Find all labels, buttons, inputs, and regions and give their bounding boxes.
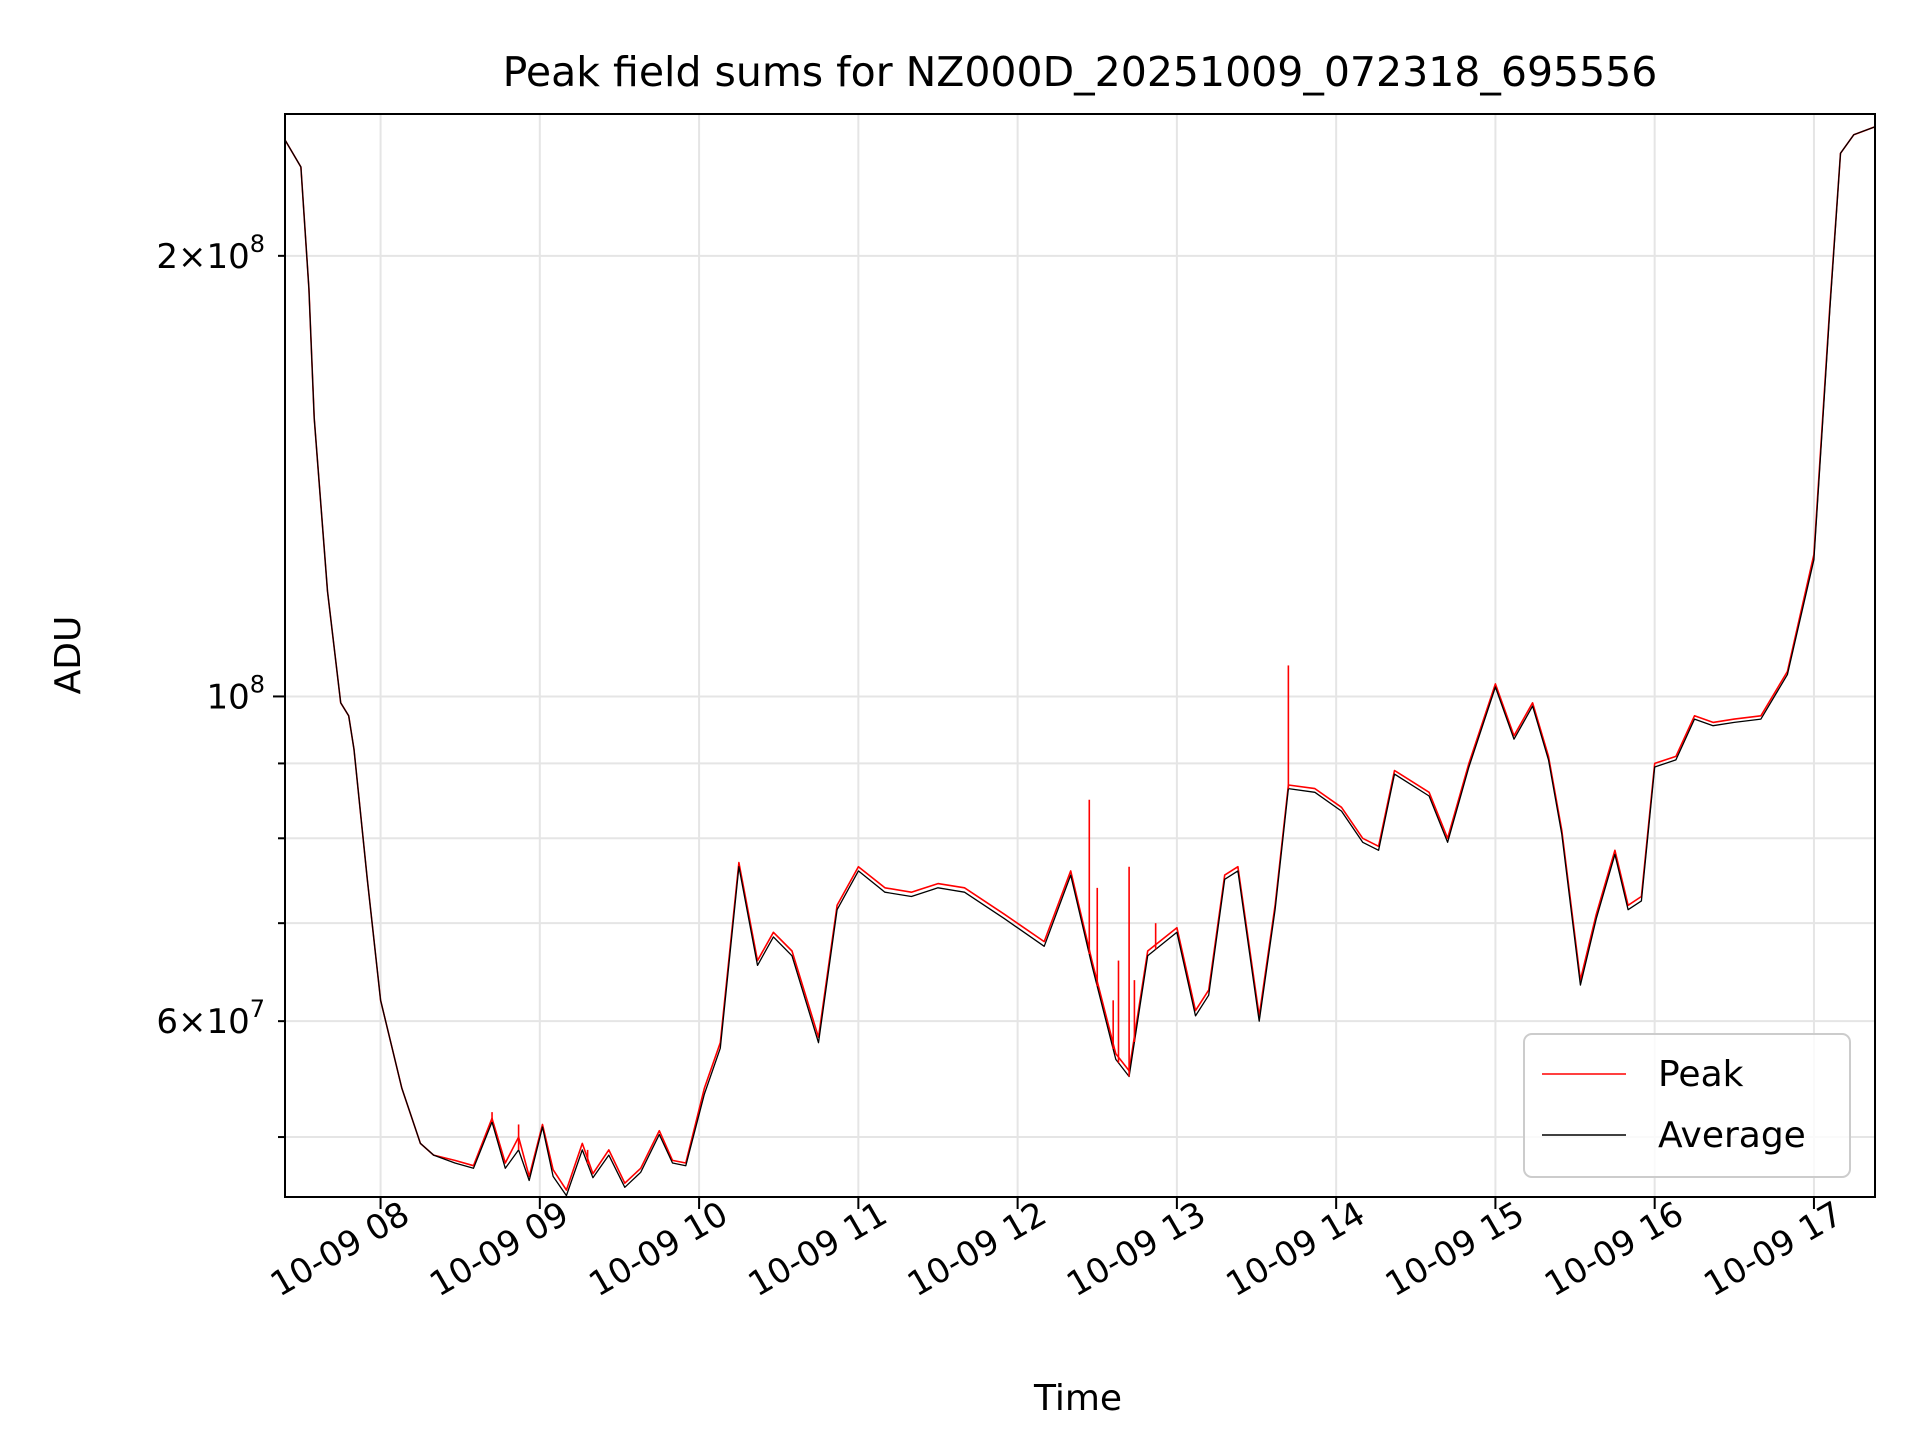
y-tick-times: ×10 [178,237,250,277]
y-tick-exponent: 7 [250,995,265,1023]
chart-title: Peak field sums for NZ000D_20251009_0723… [503,48,1658,96]
plot-frame [284,113,1876,1198]
y-tick-label: 108 [206,670,265,717]
y-tick-label: 6×107 [156,995,265,1042]
y-tick-base: 10 [206,677,249,717]
legend-label-peak: Peak [1658,1054,1744,1095]
y-tick-mantissa: 6 [156,1002,178,1042]
plot-series [285,126,1875,1197]
series-line-peak [285,126,1875,1191]
x-axis-label: Time [1033,1378,1122,1419]
y-tick-exponent: 8 [250,230,265,258]
legend-box [1523,1033,1851,1178]
y-tick-times: ×10 [178,1002,250,1042]
y-tick-mantissa: 2 [156,237,178,277]
legend: Peak Average [1523,1033,1851,1178]
series-line-average [285,126,1875,1197]
y-tick-label: 2×108 [156,230,265,277]
y-axis-label: ADU [48,616,89,695]
y-tick-exponent: 8 [250,670,265,698]
grid [285,114,1875,1197]
legend-label-average: Average [1658,1115,1806,1156]
